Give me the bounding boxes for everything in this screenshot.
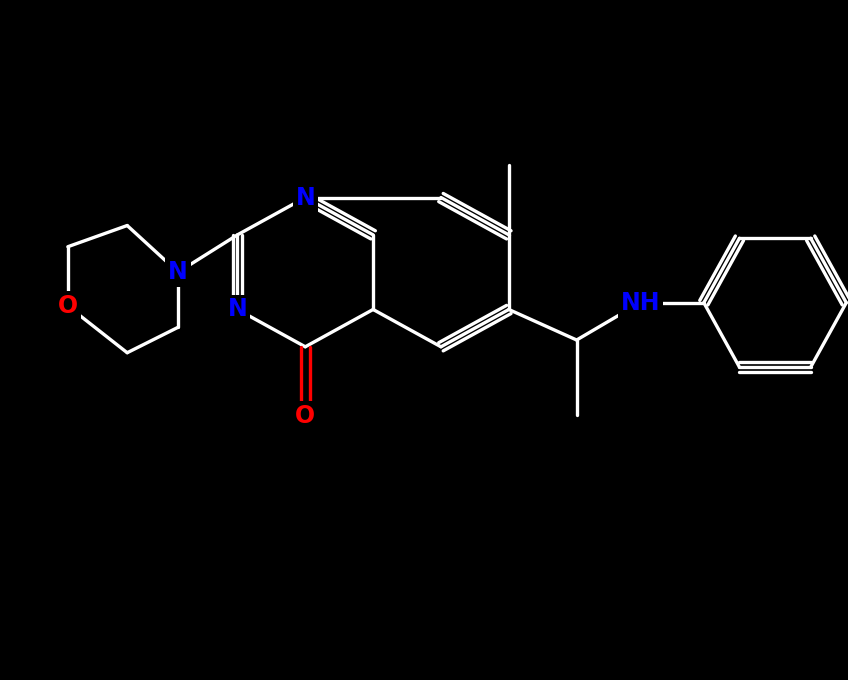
Text: N: N — [227, 297, 248, 322]
Text: O: O — [58, 294, 78, 318]
Text: O: O — [295, 405, 315, 428]
Text: N: N — [168, 260, 188, 284]
Text: NH: NH — [621, 290, 660, 315]
Text: N: N — [295, 186, 315, 209]
